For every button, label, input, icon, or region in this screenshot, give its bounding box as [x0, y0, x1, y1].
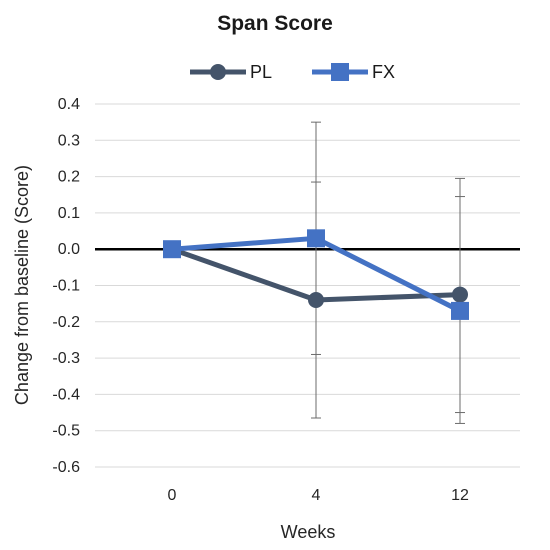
y-tick-label: 0.2 [58, 169, 80, 186]
y-tick-label: 0.0 [58, 241, 80, 258]
data-point-fx [307, 229, 325, 248]
y-tick-label: 0.3 [58, 132, 80, 149]
y-tick-label: -0.1 [52, 278, 80, 295]
y-tick-label: 0.4 [58, 96, 80, 113]
y-tick-label: -0.2 [52, 314, 80, 331]
y-tick-label: 0.1 [58, 205, 80, 222]
data-point-pl [452, 286, 468, 303]
y-axis-ticks: 0.4 0.3 0.2 0.1 0.0 -0.1 -0.2 -0.3 -0.4 -0.5 -0.6 [52, 96, 80, 476]
y-tick-label: -0.3 [52, 350, 80, 367]
x-tick-label: 0 [168, 487, 177, 504]
y-tick-label: -0.4 [52, 386, 80, 403]
x-axis-ticks: 0 4 12 [168, 487, 469, 504]
legend-marker-pl [210, 64, 226, 80]
legend: PL FX [190, 62, 395, 82]
x-axis-label: Weeks [281, 522, 336, 542]
chart-title: Span Score [217, 12, 333, 35]
data-point-fx [163, 240, 181, 259]
legend-label-fx: FX [372, 62, 395, 82]
y-tick-label: -0.5 [52, 423, 80, 440]
data-point-pl [308, 292, 324, 309]
series-markers [163, 229, 469, 320]
y-tick-label: -0.6 [52, 459, 80, 476]
x-tick-label: 4 [312, 487, 321, 504]
legend-label-pl: PL [250, 62, 272, 82]
legend-marker-fx [331, 63, 349, 81]
x-tick-label: 12 [451, 487, 469, 504]
y-axis-label: Change from baseline (Score) [12, 165, 32, 405]
data-point-fx [451, 301, 469, 320]
